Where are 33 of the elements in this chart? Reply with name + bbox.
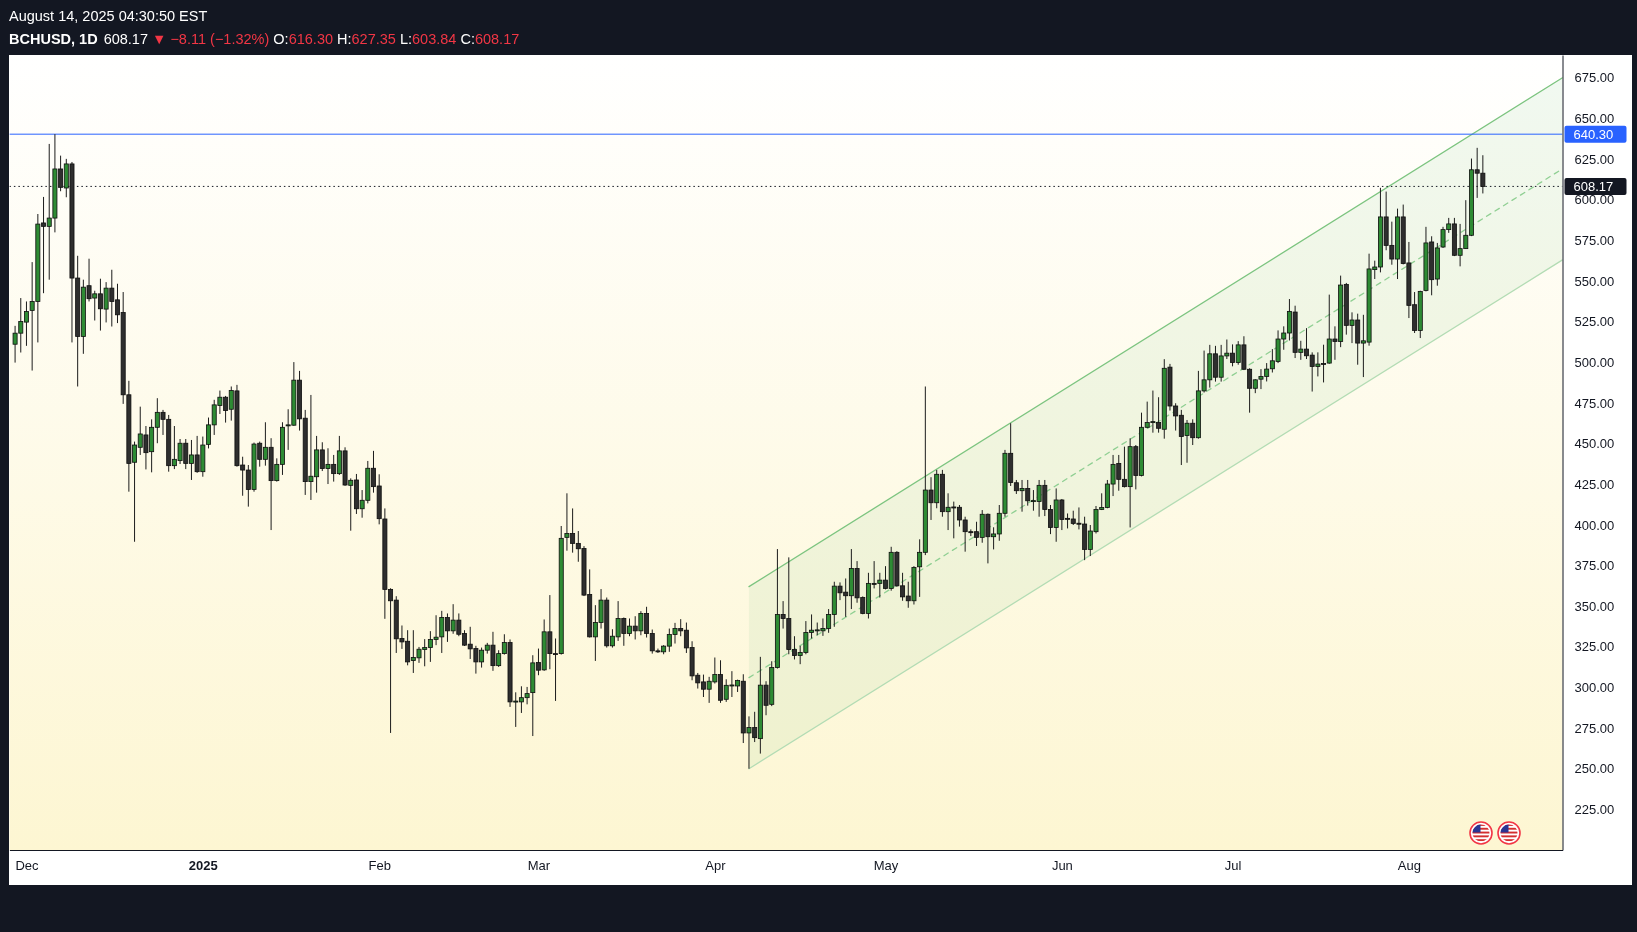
y-tick-label: 350.00 <box>1574 598 1615 614</box>
ref-line-label: 608.17 <box>1573 178 1614 194</box>
y-tick-label: 675.00 <box>1574 70 1615 86</box>
y-tick-label: 450.00 <box>1574 436 1615 452</box>
y-tick-label: 275.00 <box>1574 720 1615 736</box>
x-tick-label: Jun <box>1051 858 1073 874</box>
x-tick-label: Dec <box>15 858 40 874</box>
y-tick-label: 300.00 <box>1574 680 1615 696</box>
x-tick-label: Apr <box>705 858 727 874</box>
y-tick-label: 650.00 <box>1574 111 1615 127</box>
x-tick-label: Jul <box>1224 858 1242 874</box>
y-tick-label: 400.00 <box>1574 517 1615 533</box>
y-tick-label: 325.00 <box>1574 639 1615 655</box>
x-tick-label: May <box>873 858 899 874</box>
x-tick-label: 2025 <box>188 858 218 874</box>
chart-title: BCHUSD, 1D <box>9 31 98 47</box>
y-tick-label: 375.00 <box>1574 558 1615 574</box>
y-tick-label: 425.00 <box>1574 476 1615 492</box>
x-tick-label: Aug <box>1397 858 1421 874</box>
text: 608.17 ▼ −8.11 (−1.32%) O:616.30 H:627.35 L:603.84 C:608.17 <box>103 31 520 47</box>
y-tick-label: 600.00 <box>1574 192 1615 208</box>
y-tick-label: 625.00 <box>1574 151 1615 167</box>
y-tick-label: 225.00 <box>1574 802 1615 818</box>
y-tick-label: 575.00 <box>1574 233 1615 248</box>
text: August 14, 2025 04:30:50 EST <box>9 8 208 24</box>
x-tick-label: Feb <box>368 858 391 874</box>
y-tick-label: 500.00 <box>1574 354 1615 370</box>
y-tick-label: 550.00 <box>1574 273 1615 289</box>
y-tick-label: 475.00 <box>1574 395 1615 411</box>
ref-line-label: 640.30 <box>1573 126 1614 142</box>
x-tick-label: Mar <box>527 858 551 874</box>
y-tick-label: 250.00 <box>1574 761 1615 777</box>
y-tick-label: 525.00 <box>1574 314 1615 330</box>
